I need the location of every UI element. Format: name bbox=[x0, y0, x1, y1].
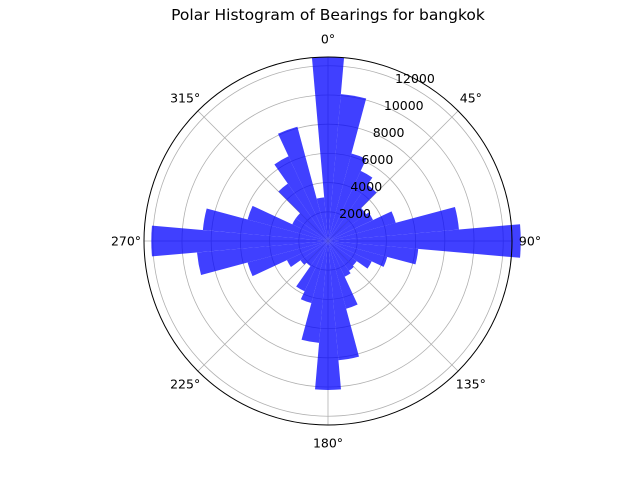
theta-tick-label-2: 90° bbox=[519, 234, 541, 249]
bar-290 bbox=[247, 205, 328, 241]
r-tick-label-3: 8000 bbox=[373, 125, 405, 140]
bar-10 bbox=[328, 94, 367, 241]
theta-tick-label-1: 45° bbox=[460, 91, 482, 106]
bar-250 bbox=[247, 241, 328, 277]
bar-230 bbox=[300, 241, 328, 265]
theta-tick-label-6: 270° bbox=[111, 234, 141, 249]
bar-70 bbox=[328, 211, 396, 241]
bar-190 bbox=[301, 241, 328, 343]
r-tick-label-2: 6000 bbox=[362, 152, 394, 167]
r-tick-label-0: 2000 bbox=[339, 206, 371, 221]
bar-60 bbox=[328, 212, 373, 241]
bar-0 bbox=[311, 56, 345, 241]
bar-110 bbox=[328, 241, 388, 267]
bar-240 bbox=[286, 241, 328, 267]
bar-170 bbox=[328, 241, 359, 361]
bar-120 bbox=[328, 241, 372, 269]
bar-130 bbox=[328, 241, 357, 266]
bar-220 bbox=[306, 241, 328, 267]
angular-tick-labels: 0° 45° 90° 135° 180° 225° 270° 315° bbox=[111, 32, 541, 451]
bar-300 bbox=[292, 218, 328, 241]
bar-20 bbox=[328, 153, 367, 241]
chart-title: Polar Histogram of Bearings for bangkok bbox=[171, 6, 485, 24]
bar-210 bbox=[296, 241, 328, 292]
bar-310 bbox=[295, 213, 328, 241]
bar-160 bbox=[328, 241, 358, 309]
bar-200 bbox=[300, 241, 328, 304]
bar-180 bbox=[315, 241, 341, 390]
r-tick-label-4: 10000 bbox=[384, 98, 424, 113]
theta-tick-label-7: 315° bbox=[170, 91, 200, 106]
bar-30 bbox=[328, 170, 373, 241]
bar-100 bbox=[328, 241, 419, 265]
r-tick-label-1: 4000 bbox=[350, 179, 382, 194]
bar-140 bbox=[328, 241, 354, 271]
bar-260 bbox=[197, 241, 328, 276]
bar-280 bbox=[202, 208, 328, 241]
theta-tick-label-0: 0° bbox=[321, 32, 335, 47]
bar-340 bbox=[278, 126, 328, 241]
bar-90 bbox=[328, 224, 521, 258]
bar-320 bbox=[278, 183, 328, 241]
bar-150 bbox=[328, 241, 351, 277]
bar-350 bbox=[316, 197, 328, 241]
bar-80 bbox=[328, 206, 459, 241]
bar-330 bbox=[274, 156, 328, 241]
bar-50 bbox=[328, 207, 367, 241]
polar-frame bbox=[143, 56, 513, 426]
bars-layer bbox=[151, 56, 521, 390]
theta-tick-label-4: 180° bbox=[313, 436, 343, 451]
bar-40 bbox=[328, 184, 377, 241]
bar-270 bbox=[151, 225, 328, 257]
theta-tick-label-3: 135° bbox=[456, 376, 486, 391]
theta-tick-label-5: 225° bbox=[170, 376, 200, 391]
